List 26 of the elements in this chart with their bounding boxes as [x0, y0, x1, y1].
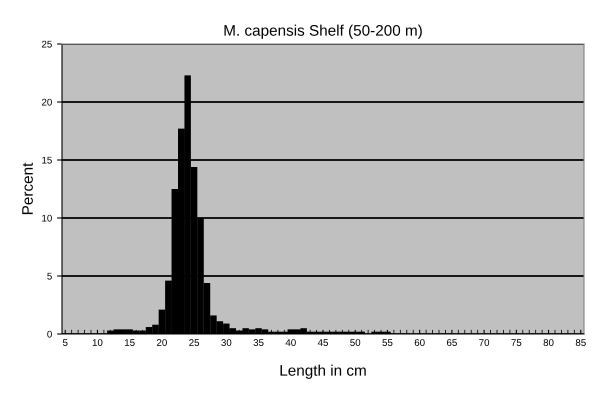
y-tick-label: 15	[42, 156, 52, 164]
y-tick-label: 10	[42, 214, 52, 222]
x-tick-label: 10	[92, 339, 102, 346]
x-tick-label: 55	[382, 339, 392, 346]
x-tick-label: 65	[446, 339, 457, 346]
x-tick-label: 15	[125, 339, 135, 346]
x-tick-label: 30	[221, 339, 232, 346]
y-axis-title: Percent	[22, 162, 33, 214]
x-axis-title: Length in cm	[280, 364, 366, 379]
x-tick-label: 35	[254, 339, 264, 346]
x-tick-label: 80	[544, 339, 554, 346]
x-tick-label: 70	[479, 339, 490, 346]
y-tick-label: 20	[42, 98, 52, 106]
x-tick-label: 85	[576, 339, 586, 346]
x-tick-label: 20	[156, 339, 167, 346]
x-tick-label: 75	[511, 339, 522, 346]
chart-title: M. capensis Shelf (50-200 m)	[224, 24, 422, 39]
x-tick-label: 25	[189, 339, 200, 346]
x-tick-label: 5	[62, 339, 68, 346]
y-tick-label: 5	[47, 272, 52, 280]
x-tick-label: 60	[414, 339, 425, 346]
y-tick-label: 0	[47, 330, 52, 338]
y-tick-label: 25	[42, 40, 52, 48]
x-tick-label: 50	[350, 339, 360, 346]
x-tick-label: 40	[286, 339, 296, 346]
x-tick-label: 45	[318, 339, 328, 346]
